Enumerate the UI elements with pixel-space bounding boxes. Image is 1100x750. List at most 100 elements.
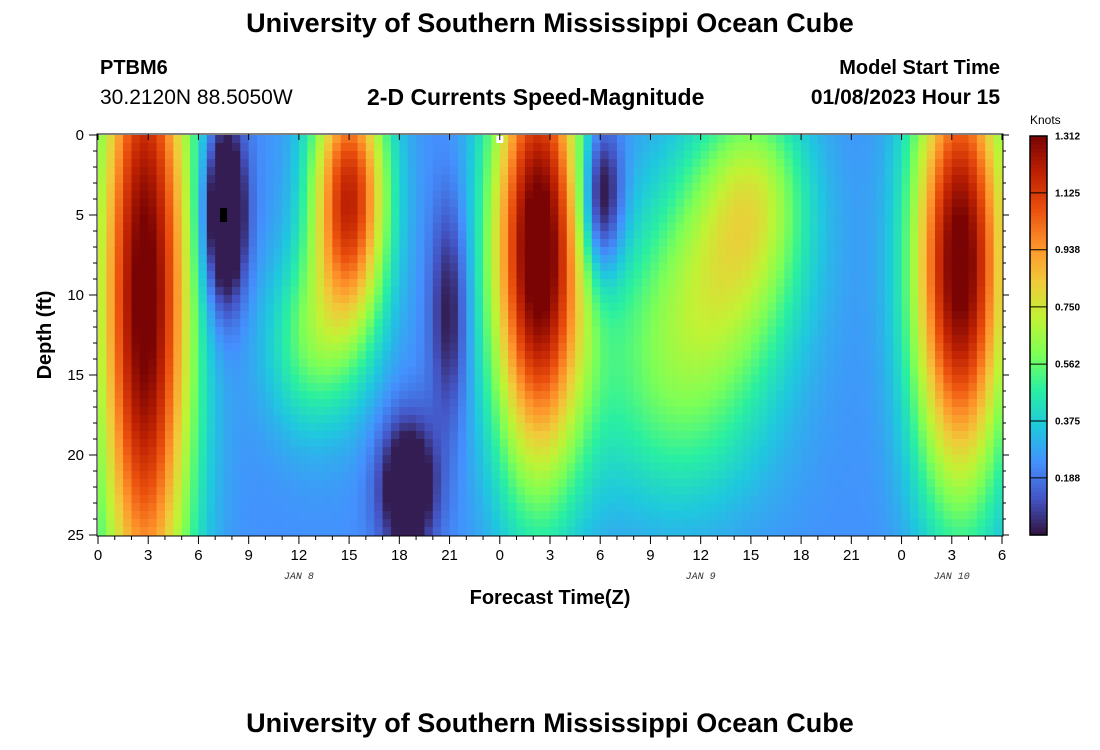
heatmap-cell [399, 215, 409, 224]
heatmap-cell [918, 335, 928, 344]
heatmap-cell [416, 503, 426, 512]
heatmap-cell [298, 375, 308, 384]
heatmap-cell [784, 271, 794, 280]
heatmap-cell [298, 367, 308, 376]
heatmap-cell [667, 295, 677, 304]
heatmap-cell [516, 359, 526, 368]
heatmap-cell [257, 183, 267, 192]
heatmap-cell [642, 183, 652, 192]
heatmap-cell [868, 143, 878, 152]
heatmap-cell [206, 255, 216, 264]
heatmap-cell [650, 223, 660, 232]
heatmap-cell [809, 343, 819, 352]
heatmap-cell [608, 183, 618, 192]
heatmap-cell [156, 255, 166, 264]
heatmap-cell [240, 247, 250, 256]
heatmap-cell [709, 167, 719, 176]
heatmap-cell [173, 375, 183, 384]
heatmap-cell [901, 287, 911, 296]
heatmap-cell [683, 295, 693, 304]
heatmap-cell [558, 455, 568, 464]
heatmap-cell [181, 431, 191, 440]
heatmap-cell [164, 191, 174, 200]
heatmap-cell [583, 247, 593, 256]
heatmap-cell [190, 431, 200, 440]
heatmap-cell [483, 183, 493, 192]
heatmap-cell [558, 407, 568, 416]
heatmap-cell [164, 447, 174, 456]
heatmap-cell [131, 143, 141, 152]
heatmap-cell [650, 343, 660, 352]
heatmap-cell [390, 391, 400, 400]
heatmap-cell [374, 159, 384, 168]
heatmap-cell [390, 495, 400, 504]
heatmap-cell [240, 375, 250, 384]
heatmap-cell [198, 175, 208, 184]
heatmap-cell [834, 239, 844, 248]
heatmap-cell [424, 295, 434, 304]
heatmap-cell [868, 327, 878, 336]
heatmap-cell [139, 271, 149, 280]
heatmap-cell [784, 279, 794, 288]
heatmap-cell [717, 143, 727, 152]
heatmap-cell [273, 207, 283, 216]
heatmap-cell [416, 303, 426, 312]
heatmap-cell [876, 415, 886, 424]
heatmap-cell [616, 359, 626, 368]
heatmap-cell [491, 519, 501, 528]
heatmap-cell [206, 167, 216, 176]
heatmap-cell [215, 439, 225, 448]
heatmap-cell [759, 135, 769, 144]
heatmap-cell [826, 415, 836, 424]
heatmap-cell [541, 479, 551, 488]
heatmap-cell [734, 287, 744, 296]
heatmap-cell [123, 503, 133, 512]
heatmap-cell [257, 511, 267, 520]
heatmap-cell [742, 463, 752, 472]
heatmap-cell [658, 511, 668, 520]
heatmap-cell [650, 399, 660, 408]
heatmap-cell [248, 471, 258, 480]
heatmap-cell [399, 135, 409, 144]
heatmap-cell [374, 335, 384, 344]
heatmap-cell [148, 263, 158, 272]
heatmap-cell [315, 215, 325, 224]
heatmap-cell [474, 223, 484, 232]
heatmap-cell [616, 271, 626, 280]
heatmap-cell [658, 151, 668, 160]
heatmap-cell [834, 511, 844, 520]
heatmap-cell [658, 199, 668, 208]
heatmap-cell [240, 151, 250, 160]
heatmap-cell [139, 455, 149, 464]
heatmap-cell [215, 511, 225, 520]
heatmap-cell [909, 311, 919, 320]
heatmap-cell [148, 135, 158, 144]
heatmap-cell [750, 527, 760, 536]
heatmap-cell [491, 135, 501, 144]
heatmap-cell [826, 511, 836, 520]
heatmap-cell [407, 143, 417, 152]
heatmap-cell [190, 183, 200, 192]
heatmap-cell [575, 175, 585, 184]
heatmap-cell [307, 423, 317, 432]
heatmap-cell [717, 263, 727, 272]
heatmap-cell [616, 511, 626, 520]
heatmap-cell [675, 455, 685, 464]
heatmap-cell [382, 463, 392, 472]
heatmap-cell [148, 311, 158, 320]
heatmap-cell [842, 239, 852, 248]
heatmap-cell [206, 415, 216, 424]
heatmap-cell [365, 511, 375, 520]
heatmap-cell [675, 375, 685, 384]
heatmap-cell [725, 527, 735, 536]
heatmap-cell [734, 143, 744, 152]
heatmap-cell [298, 255, 308, 264]
heatmap-cell [457, 215, 467, 224]
heatmap-cell [759, 407, 769, 416]
heatmap-cell [215, 271, 225, 280]
heatmap-cell [424, 455, 434, 464]
heatmap-cell [893, 431, 903, 440]
heatmap-cell [558, 375, 568, 384]
heatmap-cell [215, 255, 225, 264]
heatmap-cell [533, 407, 543, 416]
